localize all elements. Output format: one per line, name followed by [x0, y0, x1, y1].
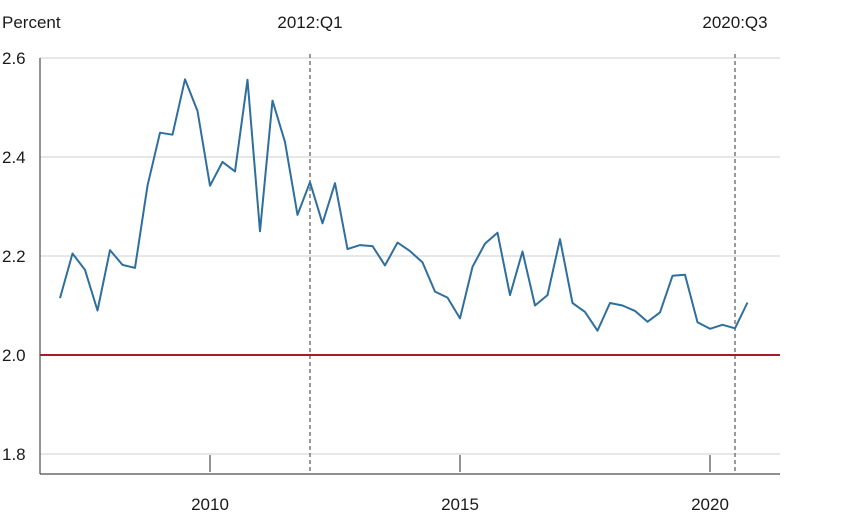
y-tick-label: 2.0 [2, 346, 26, 365]
y-tick-label: 2.6 [2, 49, 26, 68]
x-tick-label: 2020 [691, 495, 729, 514]
gridlines [40, 57, 780, 455]
annotation-label: 2020:Q3 [702, 13, 767, 32]
x-tick-label: 2015 [441, 495, 479, 514]
series-line [59, 78, 749, 332]
y-axis-unit-label: Percent [2, 13, 61, 32]
y-tick-label: 2.2 [2, 247, 26, 266]
series-group [59, 78, 749, 332]
x-axis [39, 58, 780, 475]
annotation-label: 2012:Q1 [277, 13, 342, 32]
y-tick-label: 1.8 [2, 445, 26, 464]
y-tick-label: 2.4 [2, 148, 26, 167]
x-tick-label: 2010 [191, 495, 229, 514]
annotation-lines: 2012:Q1 2020:Q3 [277, 13, 768, 474]
tick-labels: 1.8 2.0 2.2 2.4 2.6 2010 2015 2020 [2, 49, 729, 514]
